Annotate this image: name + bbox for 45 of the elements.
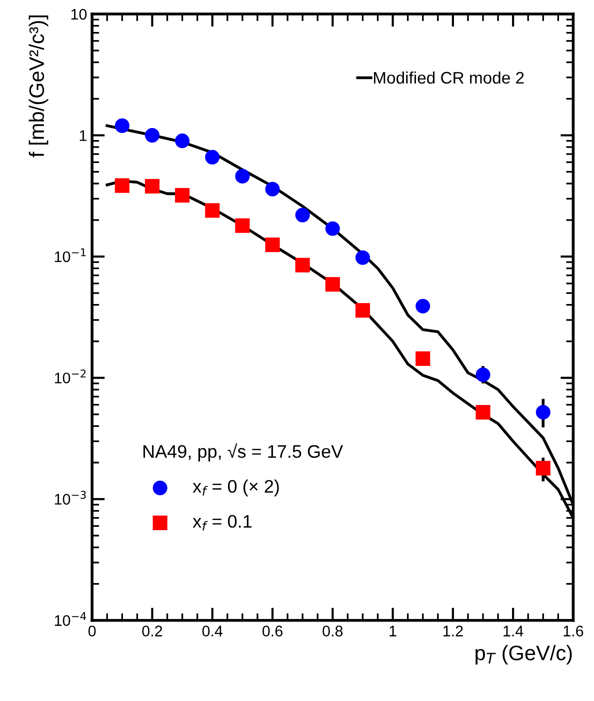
point [175, 134, 190, 148]
y-tick-label: 10$^{−1}$ [54, 248, 86, 262]
x-tick-label: 0.4 [202, 626, 223, 636]
point [114, 178, 130, 193]
legend-title: NA49, pp, √s = 17.5 GeV [143, 443, 344, 462]
point [536, 460, 550, 476]
x-tick-label: 0.2 [142, 626, 162, 636]
point [295, 258, 310, 272]
y-tick-label: 1 [80, 130, 86, 141]
point [235, 218, 250, 233]
x-tick-label: 0.6 [262, 626, 282, 636]
x-tick-label: 1.4 [504, 626, 524, 636]
x-tick-label: 1 [390, 626, 396, 636]
legend-label: x$_{f}$ = 0 (× 2) [192, 480, 279, 496]
point [355, 250, 370, 265]
y-tick-label: 10$^{−3}$ [54, 490, 86, 505]
point [355, 303, 370, 318]
point [325, 277, 340, 292]
y-tick-label: 10 [71, 8, 87, 20]
point [175, 188, 190, 203]
legend-label: x$_{f}$ = 0.1 [192, 514, 252, 531]
y-axis-title: f [mb/(GeV²/c³)] [28, 15, 48, 158]
point [476, 367, 490, 382]
point [205, 203, 220, 218]
legend-label: Modified CR mode 2 [374, 71, 524, 84]
x-tick-label: 0 [88, 626, 96, 636]
x-tick-label: 1.6 [564, 626, 584, 636]
point [416, 351, 430, 366]
point [295, 208, 310, 222]
x-axis-title: p$_{T}$ (GeV/c) [476, 645, 572, 664]
point [416, 298, 430, 314]
x-tick-label: 0.8 [322, 626, 343, 636]
point [265, 182, 280, 196]
point [476, 404, 490, 420]
point [144, 128, 160, 143]
y-tick-label: 10$^{−2}$ [54, 369, 86, 384]
point [205, 150, 220, 164]
point [144, 178, 160, 194]
point [265, 238, 280, 252]
x-tick-label: 1.2 [443, 626, 463, 636]
point [536, 404, 550, 420]
point [235, 168, 250, 184]
y-tick-label: 10$^{−4}$ [54, 612, 86, 626]
point [325, 221, 340, 236]
point [114, 118, 130, 133]
